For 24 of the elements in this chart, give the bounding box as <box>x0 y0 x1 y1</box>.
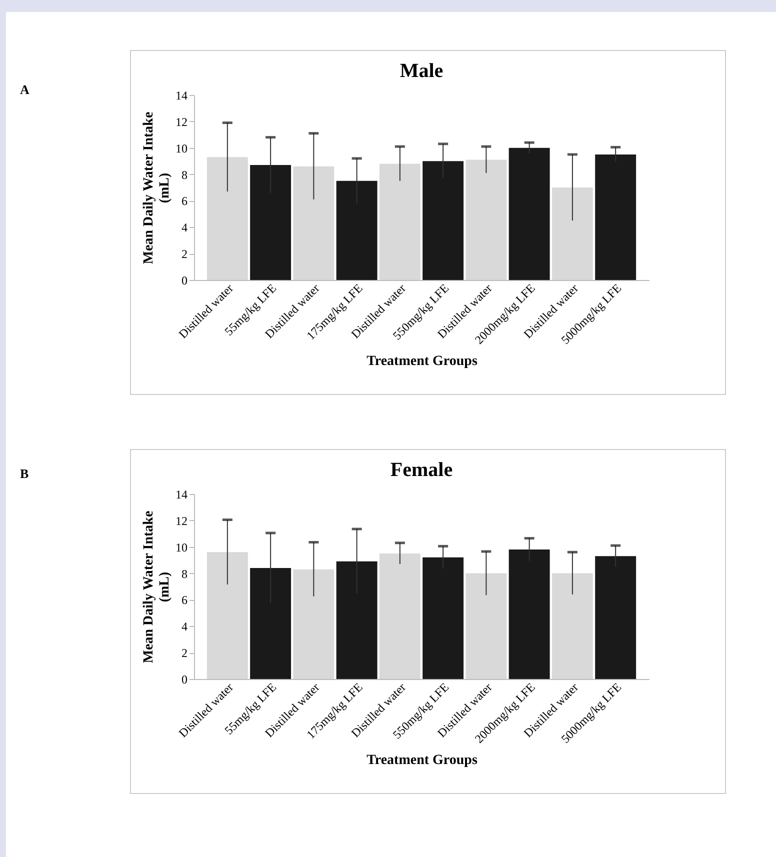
chart-title: Female <box>390 459 453 481</box>
x-axis-title: Treatment Groups <box>366 753 478 768</box>
y-tick-label: 6 <box>182 593 188 608</box>
y-tick-label: 6 <box>182 194 188 208</box>
y-tick-label: 10 <box>176 540 188 554</box>
text: B <box>20 466 29 482</box>
y-tick-label: 12 <box>176 114 188 129</box>
x-axis-title: Treatment Groups <box>366 354 478 370</box>
y-tick-label: 0 <box>182 672 188 686</box>
y-tick-label: 8 <box>182 566 188 581</box>
y-tick-label: 0 <box>182 274 188 288</box>
y-tick-label: 14 <box>176 488 188 502</box>
y-tick-label: 4 <box>182 620 188 634</box>
y-tick-label: 4 <box>182 220 188 235</box>
y-tick-label: 10 <box>176 141 188 156</box>
y-axis-title: Mean Daily Water Intake (mL) <box>142 112 172 264</box>
y-tick-label: 2 <box>182 247 188 262</box>
y-axis-title: Mean Daily Water Intake (mL) <box>142 510 172 664</box>
y-tick-label: 12 <box>176 514 188 528</box>
text: A <box>20 82 30 98</box>
y-tick-label: 8 <box>182 168 188 182</box>
y-tick-label: 14 <box>176 88 188 102</box>
y-tick-label: 2 <box>182 646 188 660</box>
chart-title: Male <box>400 60 444 82</box>
